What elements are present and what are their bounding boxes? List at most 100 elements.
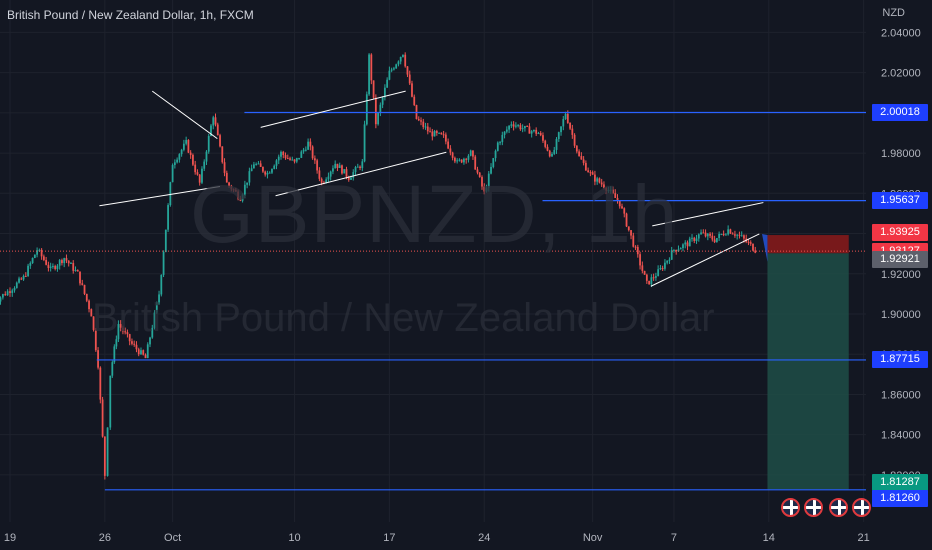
candle-body: [533, 129, 535, 132]
candle-body: [557, 132, 560, 140]
candle-body: [33, 254, 36, 258]
candle-body: [268, 172, 271, 174]
candle-body: [289, 158, 291, 160]
candle-body: [70, 263, 72, 265]
candle-body: [368, 54, 370, 95]
candle-body: [616, 197, 619, 201]
candle-body: [164, 229, 167, 253]
candle-body: [469, 150, 472, 156]
candle-body: [684, 242, 687, 245]
candle-body: [194, 164, 197, 173]
candle-body: [246, 182, 249, 185]
candle-body: [372, 80, 375, 98]
candle-body: [659, 268, 662, 270]
candle-body: [704, 232, 707, 237]
candle-body: [58, 260, 61, 266]
candle-body: [580, 156, 583, 160]
candle-body: [356, 166, 359, 168]
candle-body: [406, 66, 409, 75]
candle-body: [189, 152, 192, 155]
candle-body: [173, 162, 176, 166]
uk-flag-icon[interactable]: [852, 498, 871, 517]
candle-body: [212, 117, 215, 126]
candle-body: [162, 252, 165, 275]
price-tag-level: 1.81260: [872, 490, 928, 508]
trend-line: [275, 151, 447, 197]
candle-body: [582, 159, 585, 163]
candle-body: [0, 297, 2, 302]
candle-body: [743, 235, 745, 239]
candle-body: [722, 233, 725, 236]
candle-body: [345, 169, 348, 177]
candle-body: [483, 186, 486, 192]
candle-body: [578, 151, 580, 157]
candle-body: [282, 151, 285, 156]
candle-body: [133, 343, 136, 345]
candle-body: [711, 235, 714, 240]
candle-body: [155, 302, 158, 313]
uk-flag-icon[interactable]: [781, 498, 800, 517]
candle-body: [404, 54, 407, 67]
candle-body: [402, 54, 404, 57]
price-tag-level: 1.95637: [872, 192, 928, 210]
candle-body: [151, 327, 154, 338]
candle-body: [178, 154, 181, 160]
x-tick-label: 21: [858, 532, 870, 544]
candle-body: [15, 282, 18, 288]
candle-body: [605, 188, 608, 191]
candle-body: [444, 134, 447, 142]
instrument-name-watermark: British Pound / New Zealand Dollar: [92, 296, 715, 340]
uk-flag-icon[interactable]: [829, 498, 848, 517]
candle-body: [241, 194, 244, 201]
candle-body: [530, 131, 533, 134]
candle-body: [47, 264, 50, 268]
candle-body: [334, 163, 337, 169]
candle-body: [668, 259, 671, 261]
candle-body: [594, 174, 596, 182]
y-tick-label: 1.90000: [881, 309, 921, 321]
candle-body: [232, 189, 235, 191]
candle-body: [397, 61, 400, 65]
candle-body: [320, 178, 323, 183]
candle-body: [309, 141, 312, 147]
candle-body: [273, 165, 276, 169]
candle-body: [460, 159, 463, 163]
candle-body: [144, 354, 147, 359]
candle-body: [207, 136, 210, 152]
candle-body: [555, 139, 558, 150]
candle-body: [52, 266, 54, 268]
candle-body: [196, 172, 199, 175]
candle-body: [126, 332, 129, 335]
candle-body: [271, 168, 273, 173]
candle-body: [517, 125, 520, 127]
candle-body: [158, 294, 160, 303]
candle-body: [724, 234, 727, 236]
candle-body: [293, 159, 296, 162]
candle-body: [634, 246, 637, 248]
candle-body: [216, 124, 219, 136]
candle-body: [61, 260, 63, 264]
candle-body: [262, 166, 264, 172]
candle-body: [386, 79, 389, 88]
candle-body: [221, 146, 224, 163]
candle-body: [575, 145, 578, 152]
candle-body: [365, 94, 368, 125]
chart-title: British Pound / New Zealand Dollar, 1h, …: [7, 8, 254, 22]
candle-body: [92, 316, 95, 330]
candle-body: [661, 268, 664, 270]
candle-body: [426, 126, 429, 132]
candle-body: [664, 262, 666, 269]
candle-body: [72, 263, 75, 271]
candle-body: [440, 132, 443, 135]
candle-body: [494, 150, 497, 159]
candle-body: [618, 200, 621, 207]
candle-body: [564, 113, 567, 120]
uk-flag-icon[interactable]: [804, 498, 823, 517]
x-tick-label: Nov: [583, 532, 603, 544]
candle-body: [718, 233, 721, 239]
candle-body: [474, 156, 477, 170]
price-tag-level: 1.87715: [872, 351, 928, 369]
candle-body: [210, 125, 212, 137]
